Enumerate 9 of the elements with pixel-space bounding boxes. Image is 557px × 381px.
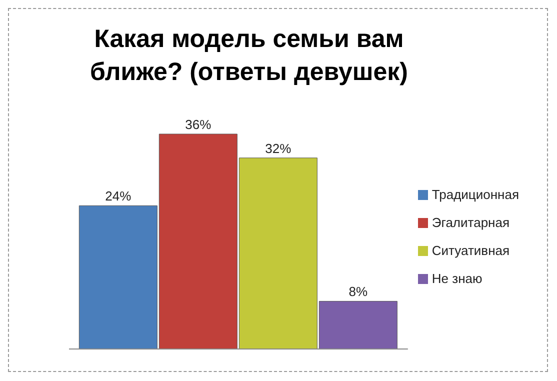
data-label: 36% xyxy=(185,117,212,132)
legend-label: Традиционная xyxy=(432,186,519,202)
legend-label: Не знаю xyxy=(432,270,482,286)
data-label: 32% xyxy=(265,140,292,156)
legend-label: Эгалитарная xyxy=(432,214,510,230)
chart-title: Какая модель семьи вам ближе? (ответы девушек) xyxy=(89,24,409,88)
data-label: 24% xyxy=(105,188,132,204)
data-label: 8% xyxy=(348,284,368,300)
legend-label: Ситуативная xyxy=(432,242,510,258)
